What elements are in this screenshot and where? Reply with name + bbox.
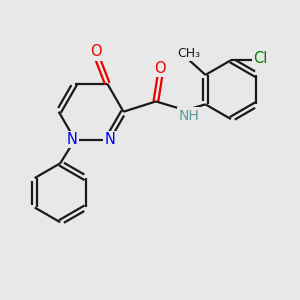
Text: Cl: Cl [253, 51, 268, 66]
Text: CH₃: CH₃ [178, 47, 201, 60]
Text: O: O [154, 61, 166, 76]
Text: NH: NH [178, 109, 199, 122]
Text: N: N [104, 132, 115, 147]
Text: N: N [67, 132, 78, 147]
Text: O: O [90, 44, 101, 59]
